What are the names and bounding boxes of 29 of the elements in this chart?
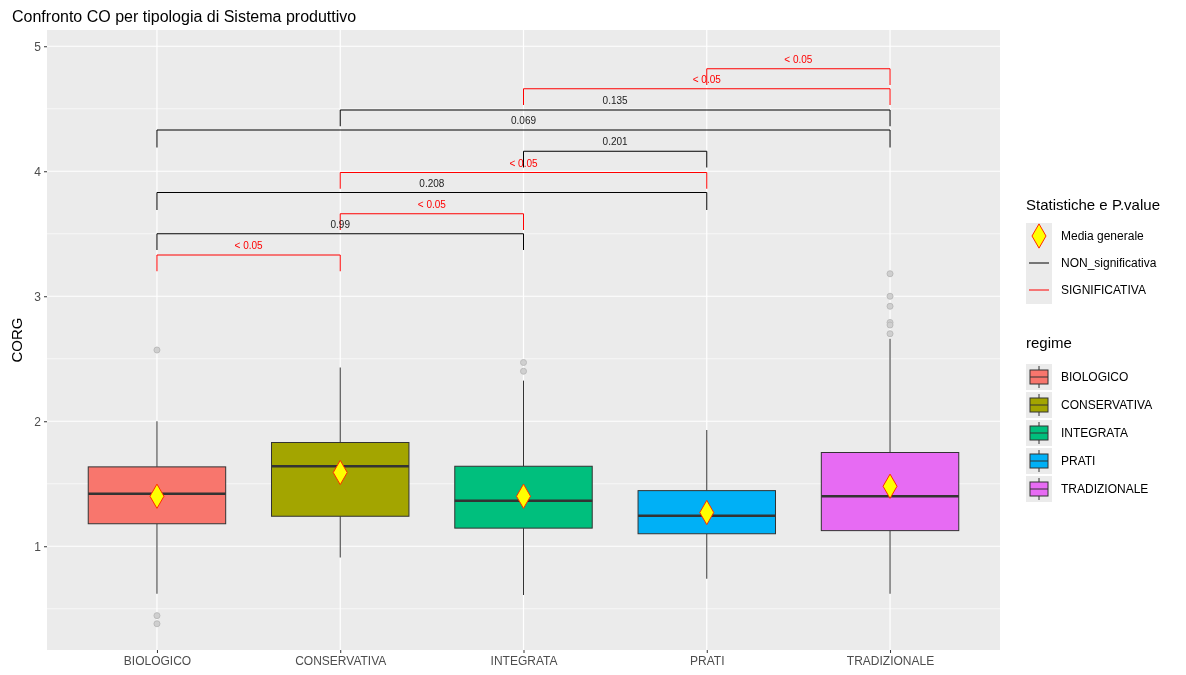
annotation: 0.069	[510, 115, 537, 126]
annotation: < 0.05	[784, 53, 813, 65]
x-tick-label: PRATI	[690, 653, 725, 668]
annotation: 0.135	[602, 95, 629, 106]
annotation: 0.201	[602, 136, 629, 148]
x-tick-label: BIOLOGICO	[123, 653, 192, 668]
x-tick-label: CONSERVATIVA	[295, 653, 387, 668]
y-axis-title: CORG	[8, 317, 25, 363]
legend-label: Media generale	[1061, 229, 1145, 243]
annotation: < 0.05	[417, 198, 447, 210]
x-tick-label: TRADIZIONALE	[846, 653, 935, 668]
annotation: 0.208	[419, 177, 445, 189]
legend-label: SIGNIFICATIVA	[1061, 283, 1146, 297]
x-tick-label: INTEGRATA	[490, 653, 558, 668]
y-tick-label: 1	[34, 539, 42, 554]
category-label: TRADIZIONALE	[1061, 482, 1149, 496]
category-label: INTEGRATA	[1061, 426, 1128, 440]
category-label: PRATI	[1061, 454, 1096, 468]
y-tick-label: 3	[34, 289, 42, 304]
text: regime	[1026, 334, 1072, 351]
legend-label: NON_significativa	[1061, 256, 1157, 270]
y-tick-label: 2	[34, 414, 42, 429]
legend-title: Statistiche e P.value	[1026, 196, 1160, 213]
y-tick-label: 4	[34, 164, 42, 179]
annotation: < 0.05	[234, 240, 264, 251]
category-label: BIOLOGICO	[1061, 370, 1129, 384]
category-label: CONSERVATIVA	[1061, 398, 1153, 412]
y-tick-label: 5	[34, 39, 42, 54]
chart-title: Confronto CO per tipologia di Sistema produttivo	[12, 8, 357, 25]
